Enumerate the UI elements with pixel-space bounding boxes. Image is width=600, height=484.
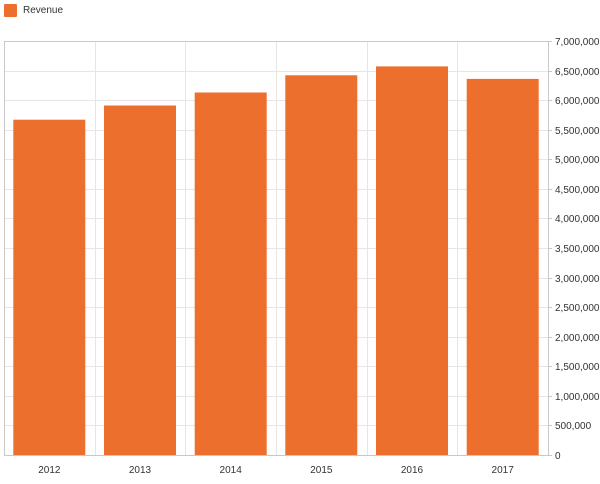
legend-swatch	[4, 4, 17, 17]
y-tick-label: 7,000,000	[555, 37, 600, 48]
y-tick-label: 500,000	[555, 421, 592, 432]
bars	[13, 66, 539, 456]
axes	[4, 41, 552, 456]
y-tick-label: 2,000,000	[555, 333, 600, 344]
bar-2016	[376, 66, 448, 456]
x-tick-label: 2014	[220, 465, 243, 476]
y-tick-label: 2,500,000	[555, 303, 600, 314]
y-tick-label: 4,500,000	[555, 185, 600, 196]
y-tick-label: 3,500,000	[555, 244, 600, 255]
y-tick-label: 5,500,000	[555, 126, 600, 137]
y-tick-label: 1,500,000	[555, 362, 600, 373]
y-tick-label: 4,000,000	[555, 214, 600, 225]
bar-2014	[194, 92, 267, 455]
x-tick-label: 2015	[310, 465, 333, 476]
legend-label: Revenue	[23, 5, 64, 16]
y-tick-label: 5,000,000	[555, 155, 600, 166]
y-tick-label: 6,500,000	[555, 67, 600, 78]
y-tick-label: 6,000,000	[555, 96, 600, 107]
y-tick-label: 1,000,000	[555, 392, 600, 403]
bar-2012	[13, 119, 86, 455]
x-tick-label: 2017	[492, 465, 515, 476]
x-tick-label: 2013	[129, 465, 152, 476]
x-tick-label: 2016	[401, 465, 424, 476]
bar-2017	[466, 78, 539, 456]
bar-2015	[285, 75, 358, 456]
legend[interactable]: Revenue	[4, 4, 63, 17]
y-tick-label: 0	[555, 451, 561, 462]
x-tick-label: 2012	[38, 465, 61, 476]
bar-2013	[104, 105, 176, 455]
y-axis-tick-labels: 0 500,000 1,000,000 1,500,000 2,000,000 2,500…	[555, 37, 600, 462]
y-tick-label: 3,000,000	[555, 274, 600, 285]
x-axis-tick-labels: 2012 2013 2014 2015 2016 2017	[38, 465, 514, 476]
grid-lines	[4, 41, 548, 456]
